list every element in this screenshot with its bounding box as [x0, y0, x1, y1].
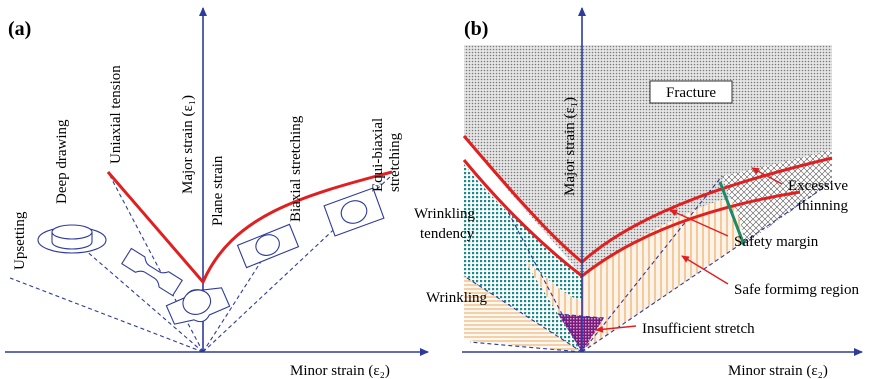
label-wrinkling-tendency-line1: Wrinkling — [414, 206, 476, 222]
arrow-safe-forming — [681, 255, 729, 285]
label-uniaxial-tension: Uniaxial tension — [108, 65, 124, 164]
panel-b: Fracture (b) Major strain (ε₁) Excessive… — [414, 7, 863, 379]
insufficient-stretch-region — [558, 314, 604, 352]
forming-limit-curve-b — [462, 135, 833, 264]
forming-limit-curve — [106, 170, 393, 285]
label-wrinkling: Wrinkling — [426, 290, 488, 306]
x-axis-label-a: Minor strain (ε₂) — [290, 363, 390, 379]
y-axis-label-b: Major strain (ε₁) — [562, 97, 578, 196]
label-wrinkling-tendency-line2: tendency — [420, 226, 475, 242]
label-insufficient-stretch: Insufficient stretch — [642, 321, 755, 337]
x-axis-label-b: Minor strain (ε₂) — [728, 363, 828, 379]
label-deep-drawing: Deep drawing — [54, 119, 70, 204]
equibiaxial-specimen-icon — [323, 187, 385, 237]
label-wrinkling-tendency: Wrinkling tendency — [414, 206, 479, 242]
label-biaxial-stretching: Biaxial stretching — [288, 115, 304, 222]
label-upsetting: Upsetting — [12, 211, 28, 270]
dogbone-specimen-icon — [121, 247, 183, 297]
region-boundaries — [463, 175, 833, 353]
arrow-insufficient-stretch — [595, 325, 637, 333]
label-fracture: Fracture — [666, 85, 716, 101]
label-equi-biaxial: Equi-biaxial stretching — [370, 114, 403, 192]
fracture-label-box — [649, 80, 733, 104]
plane-strain-specimen-icon — [165, 287, 231, 325]
cup-specimen-icon — [37, 224, 107, 254]
label-safety-margin: Safety margin — [734, 234, 819, 250]
panel-b-label: (b) — [464, 18, 488, 40]
label-equi-biaxial-line2: stretching — [387, 132, 403, 192]
label-equi-biaxial-line1: Equi-biaxial — [370, 118, 386, 192]
label-excessive-thinning: Excessive thinning — [788, 178, 852, 214]
safety-margin-curve — [462, 159, 801, 278]
specimen-sketches — [37, 187, 385, 325]
label-safe-forming: Safe formimg region — [734, 282, 859, 298]
label-excessive-line1: Excessive — [788, 178, 848, 194]
leader-arrows — [595, 167, 783, 333]
arrow-excessive-thinning — [751, 167, 783, 185]
label-plane-strain: Plane strain — [210, 155, 226, 226]
y-axis-label-a: Major strain (ε₁) — [180, 95, 196, 194]
biaxial-specimen-icon — [236, 223, 300, 269]
panel-a: (a) Upsetting Deep drawing Uniaxial tens… — [5, 7, 429, 379]
panel-a-label: (a) — [8, 18, 31, 40]
fracture-region — [464, 45, 832, 276]
label-excessive-line2: thinning — [798, 198, 849, 214]
arrow-safety-margin — [669, 209, 729, 237]
thinning-boundary-line — [718, 181, 746, 246]
